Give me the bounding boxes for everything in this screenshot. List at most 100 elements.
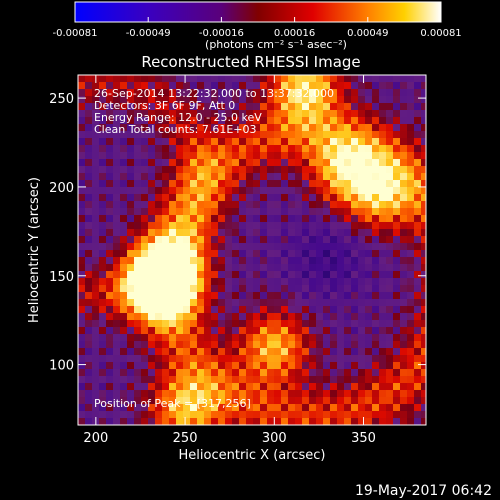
heatmap-cell [316,327,323,334]
heatmap-cell [309,418,316,425]
heatmap-cell [393,306,400,313]
heatmap-cell [239,124,246,131]
heatmap-cell [218,117,225,124]
heatmap-cell [225,383,232,390]
heatmap-cell [162,390,169,397]
heatmap-cell [225,166,232,173]
heatmap-cell [162,180,169,187]
heatmap-cell [211,348,218,355]
heatmap-cell [372,187,379,194]
heatmap-cell [379,327,386,334]
y-tick-label: 150 [49,270,74,285]
heatmap-cell [176,271,183,278]
heatmap-cell [365,194,372,201]
heatmap-cell [365,285,372,292]
heatmap-cell [295,229,302,236]
heatmap-cell [302,418,309,425]
heatmap-cell [78,124,85,131]
heatmap-cell [99,103,106,110]
heatmap-cell [85,96,92,103]
heatmap-cell [309,75,316,82]
info-line: Energy Range: 12.0 - 25.0 keV [94,111,262,124]
heatmap-cell [267,124,274,131]
heatmap-cell [295,306,302,313]
heatmap-cell [78,194,85,201]
heatmap-cell [295,110,302,117]
heatmap-cell [225,306,232,313]
heatmap-cell [78,138,85,145]
heatmap-cell [407,411,414,418]
heatmap-cell [288,180,295,187]
heatmap-cell [232,103,239,110]
heatmap-cell [302,292,309,299]
heatmap-cell [323,124,330,131]
heatmap-cell [190,103,197,110]
heatmap-cell [183,390,190,397]
heatmap-cell [78,271,85,278]
heatmap-cell [127,229,134,236]
heatmap-cell [358,145,365,152]
heatmap-cell [323,390,330,397]
heatmap-cell [267,306,274,313]
heatmap-cell [309,173,316,180]
heatmap-cell [134,96,141,103]
heatmap-cell [169,173,176,180]
heatmap-cell [358,173,365,180]
heatmap-cell [134,334,141,341]
heatmap-cell [141,89,148,96]
heatmap-cell [302,152,309,159]
heatmap-cell [176,383,183,390]
heatmap-cell [344,250,351,257]
heatmap-cell [190,264,197,271]
heatmap-cell [211,376,218,383]
heatmap-cell [99,229,106,236]
heatmap-cell [281,243,288,250]
heatmap-cell [386,89,393,96]
heatmap-cell [267,187,274,194]
heatmap-cell [302,404,309,411]
heatmap-cell [246,89,253,96]
heatmap-cell [309,411,316,418]
heatmap-cell [113,278,120,285]
heatmap-cell [134,320,141,327]
heatmap-cell [414,362,421,369]
heatmap-cell [365,82,372,89]
heatmap-cell [197,173,204,180]
heatmap-cell [99,215,106,222]
heatmap-cell [204,292,211,299]
heatmap-cell [134,152,141,159]
heatmap-cell [379,103,386,110]
heatmap-cell [393,404,400,411]
heatmap-cell [393,201,400,208]
heatmap-cell [414,285,421,292]
heatmap-cell [141,131,148,138]
heatmap-cell [281,124,288,131]
heatmap-cell [120,278,127,285]
heatmap-cell [204,341,211,348]
heatmap-cell [106,306,113,313]
heatmap-cell [316,166,323,173]
heatmap-cell [127,313,134,320]
heatmap-cell [365,208,372,215]
heatmap-cell [155,306,162,313]
colorbar-unit-label: (photons cm⁻² s⁻¹ asec⁻²) [205,38,347,51]
heatmap-cell [190,383,197,390]
heatmap-cell [421,96,426,103]
heatmap-cell [113,299,120,306]
heatmap-cell [239,404,246,411]
heatmap-cell [183,299,190,306]
heatmap-cell [323,418,330,425]
heatmap-cell [330,159,337,166]
heatmap-cell [127,306,134,313]
heatmap-cell [365,320,372,327]
heatmap-cell [92,362,99,369]
heatmap-cell [379,355,386,362]
heatmap-cell [85,173,92,180]
heatmap-cell [365,383,372,390]
heatmap-cell [211,159,218,166]
heatmap-cell [106,243,113,250]
heatmap-cell [197,103,204,110]
heatmap-cell [253,152,260,159]
heatmap-cell [183,208,190,215]
heatmap-cell [253,103,260,110]
